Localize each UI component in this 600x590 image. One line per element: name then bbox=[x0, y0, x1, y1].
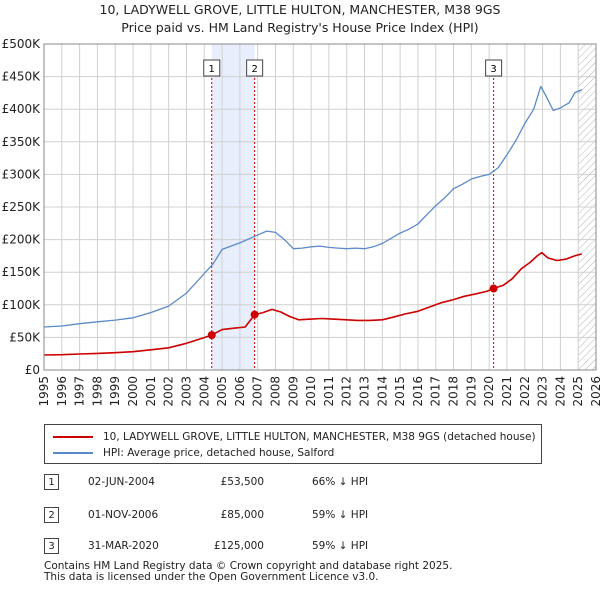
y-tick-label: £400K bbox=[2, 102, 42, 116]
x-tick-label: 2002 bbox=[162, 376, 176, 407]
x-tick-label: 1996 bbox=[55, 376, 69, 407]
x-tick-label: 1995 bbox=[37, 376, 51, 407]
legend-swatch-property bbox=[53, 436, 93, 438]
y-tick-label: £0 bbox=[25, 363, 40, 377]
x-tick-label: 2015 bbox=[393, 376, 407, 407]
footer-copyright: Contains HM Land Registry data © Crown c… bbox=[44, 560, 453, 572]
property-price-line bbox=[43, 251, 583, 356]
x-tick-label: 2014 bbox=[375, 376, 389, 407]
x-tick-label: 2010 bbox=[304, 376, 318, 407]
sale-label-box bbox=[246, 59, 264, 77]
y-tick-label: £300K bbox=[2, 167, 42, 181]
x-tick-label: 2017 bbox=[429, 376, 443, 407]
sale-point bbox=[489, 284, 498, 293]
sale-date: 01-NOV-2006 bbox=[88, 509, 159, 521]
legend: 10, LADYWELL GROVE, LITTLE HULTON, MANCH… bbox=[44, 424, 542, 464]
x-tick-label: 2004 bbox=[197, 376, 211, 407]
chart-title: 10, LADYWELL GROVE, LITTLE HULTON, MANCH… bbox=[100, 2, 501, 17]
x-tick-label: 1999 bbox=[108, 376, 122, 407]
x-tick-label: 2018 bbox=[447, 376, 461, 407]
y-tick-label: £200K bbox=[2, 233, 42, 247]
x-tick-label: 2011 bbox=[322, 376, 336, 407]
sale-number-badge: 1 bbox=[44, 474, 59, 490]
legend-item-hpi: HPI: Average price, detached house, Salf… bbox=[53, 445, 334, 461]
sale-number-badge: 3 bbox=[44, 538, 59, 554]
price-chart: 10, LADYWELL GROVE, LITTLE HULTON, MANCH… bbox=[2, 2, 600, 407]
sale-point bbox=[207, 331, 216, 340]
sale-label-number: 2 bbox=[251, 64, 257, 75]
sale-row: 2 01-NOV-2006 £85,000 59% ↓ HPI bbox=[44, 507, 444, 527]
legend-label-property: 10, LADYWELL GROVE, LITTLE HULTON, MANCH… bbox=[103, 431, 536, 443]
sale-date: 31-MAR-2020 bbox=[88, 540, 159, 552]
sale-row: 3 31-MAR-2020 £125,000 59% ↓ HPI bbox=[44, 538, 444, 558]
plot-frame bbox=[43, 43, 597, 371]
footer: Contains HM Land Registry data © Crown c… bbox=[44, 561, 452, 583]
x-tick-label: 2016 bbox=[411, 376, 425, 407]
y-tick-label: £50K bbox=[9, 330, 41, 344]
x-tick-label: 2020 bbox=[482, 376, 496, 407]
x-tick-label: 2001 bbox=[144, 376, 158, 407]
hpi-line bbox=[43, 85, 583, 328]
sale-label-number: 3 bbox=[490, 64, 496, 75]
sale-label-box bbox=[203, 59, 221, 77]
sale-hpi-diff: 59% ↓ HPI bbox=[312, 540, 369, 552]
x-tick-label: 2021 bbox=[500, 376, 514, 407]
x-tick-label: 2005 bbox=[215, 376, 229, 407]
legend-item-property: 10, LADYWELL GROVE, LITTLE HULTON, MANCH… bbox=[53, 429, 536, 445]
y-tick-label: £500K bbox=[2, 37, 42, 51]
sale-label-number: 1 bbox=[209, 64, 215, 75]
footer-licence: This data is licensed under the Open Gov… bbox=[44, 571, 379, 583]
y-tick-label: £250K bbox=[2, 200, 42, 214]
sale-row: 1 02-JUN-2004 £53,500 66% ↓ HPI bbox=[44, 474, 444, 494]
x-tick-label: 2026 bbox=[589, 376, 600, 407]
y-tick-label: £350K bbox=[2, 135, 42, 149]
sale-price: £53,500 bbox=[220, 476, 264, 488]
x-tick-label: 2009 bbox=[286, 376, 300, 407]
y-tick-label: £150K bbox=[2, 265, 42, 279]
x-tick-label: 2003 bbox=[179, 376, 193, 407]
legend-swatch-hpi bbox=[53, 452, 93, 454]
x-tick-label: 1997 bbox=[73, 376, 87, 407]
x-tick-label: 2019 bbox=[464, 376, 478, 407]
x-tick-label: 2013 bbox=[358, 376, 372, 407]
x-tick-label: 2022 bbox=[518, 376, 532, 407]
y-tick-label: £450K bbox=[2, 70, 42, 84]
sale-hpi-diff: 59% ↓ HPI bbox=[312, 509, 369, 521]
x-tick-label: 2008 bbox=[268, 376, 282, 407]
sale-point bbox=[250, 310, 259, 319]
x-tick-label: 2012 bbox=[340, 376, 354, 407]
x-tick-label: 2024 bbox=[553, 376, 567, 407]
sale-date: 02-JUN-2004 bbox=[88, 476, 155, 488]
sale-label-box bbox=[485, 59, 503, 77]
x-tick-label: 2000 bbox=[126, 376, 140, 407]
legend-label-hpi: HPI: Average price, detached house, Salf… bbox=[103, 447, 335, 459]
x-tick-label: 2007 bbox=[251, 376, 265, 407]
x-tick-label: 2023 bbox=[536, 376, 550, 407]
sale-hpi-diff: 66% ↓ HPI bbox=[312, 476, 369, 488]
x-tick-label: 2006 bbox=[233, 376, 247, 407]
sale-price: £125,000 bbox=[213, 540, 264, 552]
sale-price: £85,000 bbox=[220, 509, 264, 521]
x-tick-label: 1998 bbox=[90, 376, 104, 407]
sale-number-badge: 2 bbox=[44, 507, 59, 523]
chart-subtitle: Price paid vs. HM Land Registry's House … bbox=[121, 20, 478, 35]
x-tick-label: 2025 bbox=[571, 376, 585, 407]
y-tick-label: £100K bbox=[2, 298, 42, 312]
